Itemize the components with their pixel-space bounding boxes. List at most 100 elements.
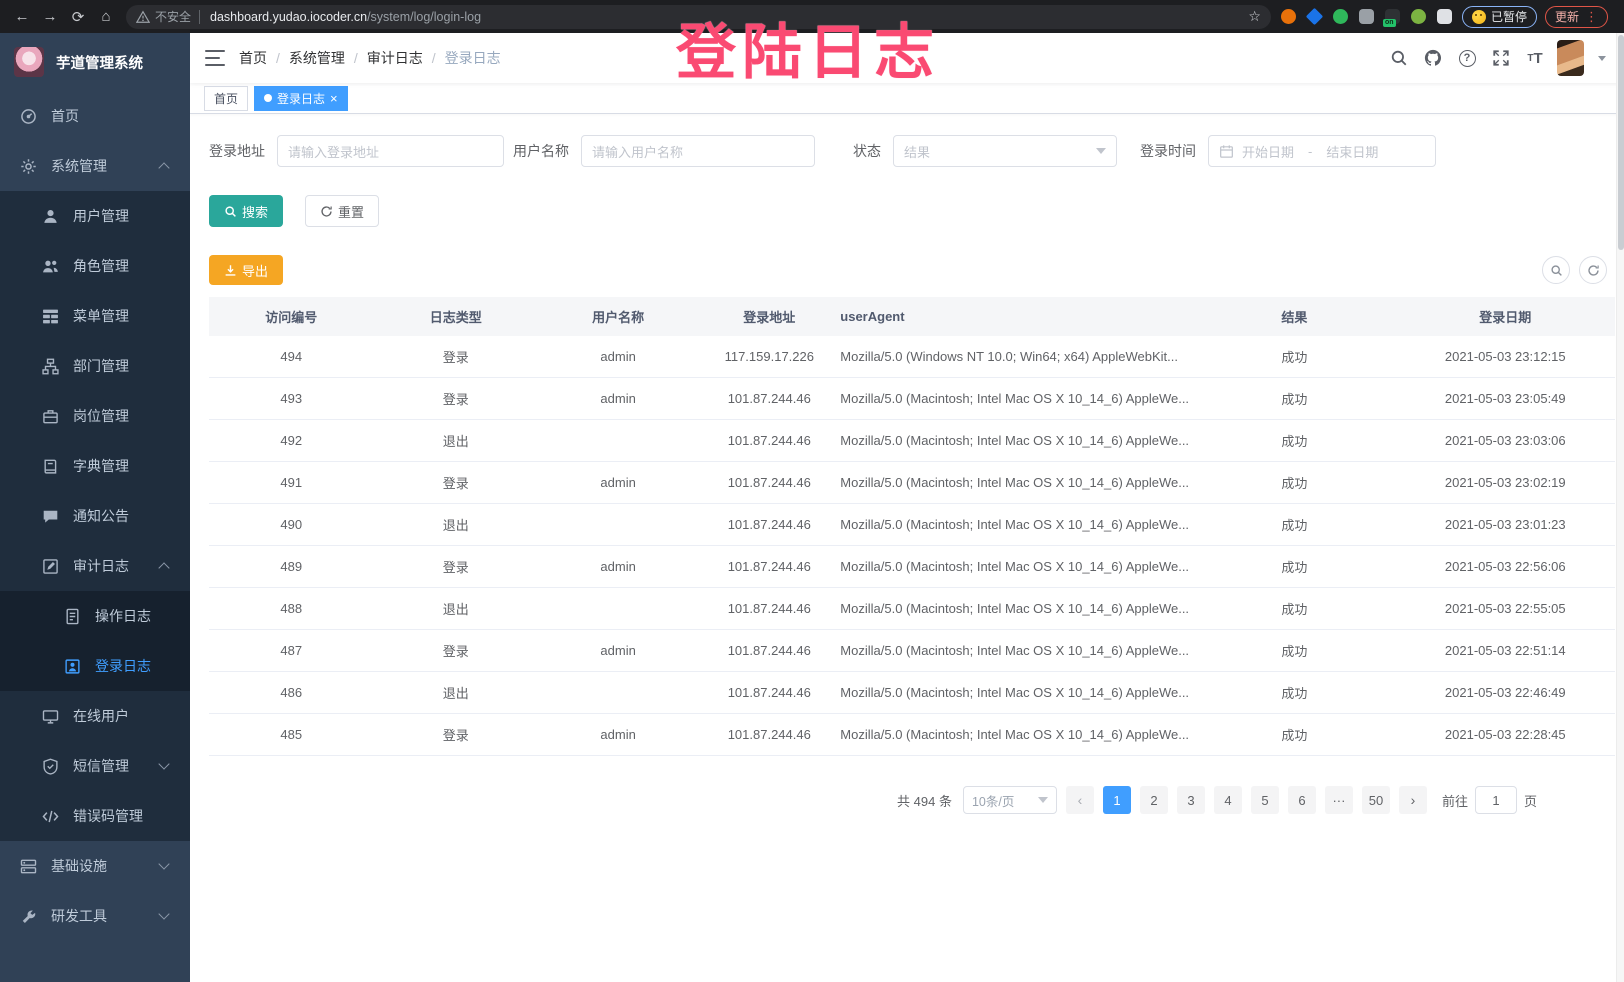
- sidebar-item-post-mgmt[interactable]: 岗位管理: [0, 391, 190, 441]
- sidebar-logo[interactable]: 芋道管理系统: [0, 33, 190, 91]
- cell-username: admin: [600, 559, 636, 574]
- refresh-table-button[interactable]: [1579, 256, 1607, 284]
- reset-button[interactable]: 重置: [305, 195, 380, 227]
- browser-extension-icon[interactable]: [1280, 9, 1296, 24]
- page-button-50[interactable]: 50: [1361, 786, 1390, 814]
- scrollbar-thumb[interactable]: [1618, 35, 1624, 250]
- browser-extension-icon[interactable]: on: [1382, 9, 1400, 27]
- page-button-2[interactable]: 2: [1139, 786, 1168, 814]
- sidebar-item-role-mgmt[interactable]: 角色管理: [0, 241, 190, 291]
- cell-result: 成功: [1281, 392, 1308, 407]
- page-scrollbar[interactable]: [1616, 33, 1624, 982]
- search-button-icon: [225, 205, 236, 217]
- toggle-search-button[interactable]: [1542, 256, 1570, 284]
- browser-extension-icon[interactable]: [1436, 9, 1452, 24]
- help-icon[interactable]: ?: [1455, 46, 1479, 70]
- sidebar-item-dev-tool[interactable]: 研发工具: [0, 891, 190, 941]
- total-count-label: 共 494 条: [897, 793, 952, 809]
- export-button[interactable]: 导出: [209, 255, 284, 285]
- jump-page-input[interactable]: 1: [1474, 786, 1517, 814]
- browser-update-button[interactable]: 更新 ⋮: [1544, 5, 1608, 28]
- browser-extension-icon[interactable]: [1358, 9, 1374, 24]
- browser-reload-icon[interactable]: ⟳: [71, 8, 85, 26]
- profile-chip[interactable]: 已暂停: [1461, 5, 1537, 28]
- cell-result: 成功: [1281, 686, 1308, 701]
- cell-id: 487: [280, 643, 303, 658]
- browser-extension-icon[interactable]: [1410, 9, 1426, 24]
- sidebar-item-system-mgmt[interactable]: 系统管理: [0, 141, 190, 191]
- table-row: 493 登录 admin 101.87.244.46 Mozilla/5.0 (Maci…: [209, 378, 1615, 420]
- browser-address-bar[interactable]: 不安全 dashboard.yudao.iocoder.cn/system/lo…: [126, 4, 1271, 29]
- status-select[interactable]: 结果: [893, 135, 1117, 167]
- tag-active[interactable]: 登录日志 ×: [254, 85, 348, 111]
- hamburger-icon[interactable]: [205, 50, 225, 66]
- sidebar-item-label: 角色管理: [73, 258, 129, 274]
- cell-id: 489: [280, 559, 303, 574]
- cell-id: 490: [280, 517, 303, 532]
- cell-log-type: 退出: [442, 602, 469, 617]
- avatar-caret-icon[interactable]: [1598, 55, 1606, 61]
- page-button-6[interactable]: 6: [1287, 786, 1316, 814]
- breadcrumb-item[interactable]: 审计日志: [366, 50, 423, 66]
- sidebar-item-dict-mgmt[interactable]: 字典管理: [0, 441, 190, 491]
- column-header-login-ip: 登录地址: [743, 310, 796, 325]
- column-header-result: 结果: [1281, 310, 1308, 325]
- login-address-input[interactable]: 请输入登录地址: [277, 135, 504, 167]
- browser-extension-icon[interactable]: [1305, 7, 1324, 26]
- tag-close-icon[interactable]: ×: [330, 90, 338, 106]
- cell-login-date: 2021-05-03 23:01:23: [1444, 517, 1566, 532]
- page-size-select[interactable]: 10条/页: [962, 786, 1057, 814]
- security-label[interactable]: 不安全: [155, 10, 192, 24]
- table-row: 490 退出 101.87.244.46 Mozilla/5.0 (Macintosh…: [209, 504, 1615, 546]
- sidebar-item-notice[interactable]: 通知公告: [0, 491, 190, 541]
- tag-label: 首页: [214, 91, 239, 106]
- sidebar-item-online-user[interactable]: 在线用户: [0, 691, 190, 741]
- login-time-range-picker[interactable]: 开始日期 - 结束日期: [1208, 135, 1436, 167]
- sidebar-item-user-mgmt[interactable]: 用户管理: [0, 191, 190, 241]
- browser-home-icon[interactable]: ⌂: [101, 8, 111, 25]
- page-button-5[interactable]: 5: [1250, 786, 1279, 814]
- sidebar-item-error-code[interactable]: 错误码管理: [0, 791, 190, 841]
- more-pages-button[interactable]: ···: [1324, 786, 1353, 814]
- cell-user-agent: Mozilla/5.0 (Macintosh; Intel Mac OS X 1…: [840, 559, 1190, 574]
- user-avatar[interactable]: [1557, 40, 1584, 76]
- search-icon[interactable]: [1387, 46, 1411, 70]
- extension-on-badge: on: [1382, 19, 1396, 27]
- cell-id: 486: [280, 685, 303, 700]
- tag-item[interactable]: 首页: [204, 85, 249, 111]
- prev-page-button[interactable]: ‹: [1065, 786, 1094, 814]
- page-button-1[interactable]: 1: [1102, 786, 1131, 814]
- jump-suffix-label: 页: [1523, 793, 1537, 809]
- sidebar-item-menu-mgmt[interactable]: 菜单管理: [0, 291, 190, 341]
- logo-image: [14, 47, 44, 77]
- bookmark-star-icon[interactable]: ☆: [1248, 8, 1261, 24]
- fullscreen-icon[interactable]: [1489, 46, 1513, 70]
- sidebar-item-label: 通知公告: [73, 508, 129, 524]
- breadcrumb-item[interactable]: 首页: [239, 50, 267, 66]
- sidebar-item-dept-mgmt[interactable]: 部门管理: [0, 341, 190, 391]
- breadcrumb-item[interactable]: 系统管理: [288, 50, 345, 66]
- page-button-3[interactable]: 3: [1176, 786, 1205, 814]
- browser-back-icon[interactable]: ←: [14, 8, 30, 25]
- browser-menu-dots-icon[interactable]: ⋮: [1585, 8, 1598, 24]
- sidebar-item-label: 操作日志: [95, 608, 151, 624]
- username-input[interactable]: 请输入用户名称: [581, 135, 815, 167]
- next-page-button[interactable]: ›: [1398, 786, 1427, 814]
- sidebar-item-login-log[interactable]: 登录日志: [0, 641, 190, 691]
- github-icon[interactable]: [1421, 46, 1445, 70]
- sidebar-item-sms-mgmt[interactable]: 短信管理: [0, 741, 190, 791]
- column-header-log-type: 日志类型: [429, 310, 482, 325]
- browser-extension-icon[interactable]: [1332, 9, 1348, 24]
- username-placeholder: 请输入用户名称: [592, 144, 684, 160]
- page-button-4[interactable]: 4: [1213, 786, 1242, 814]
- sidebar-item-home[interactable]: 首页: [0, 91, 190, 141]
- sidebar-item-operate-log[interactable]: 操作日志: [0, 591, 190, 641]
- sidebar-item-infra[interactable]: 基础设施: [0, 841, 190, 891]
- search-button[interactable]: 搜索: [209, 195, 284, 227]
- sidebar-item-audit-log[interactable]: 审计日志: [0, 541, 190, 591]
- browser-forward-icon[interactable]: →: [42, 8, 58, 25]
- sidebar-item-label: 菜单管理: [73, 308, 129, 324]
